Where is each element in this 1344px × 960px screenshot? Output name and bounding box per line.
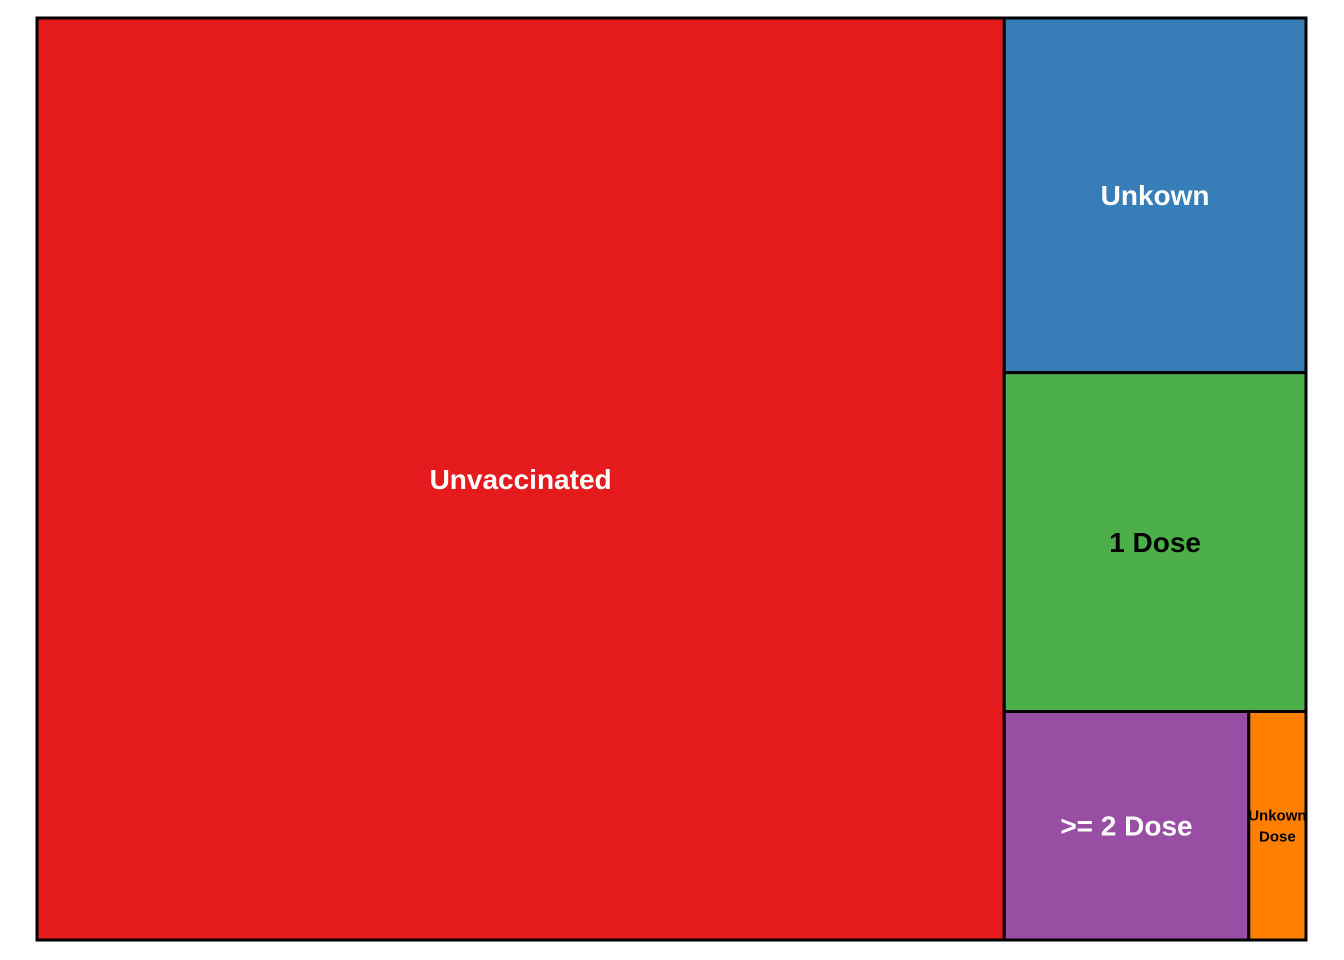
tile-unvaccinated xyxy=(35,16,1006,942)
tile-label-unvaccinated: Unvaccinated xyxy=(430,464,612,495)
tile-label-1-dose: 1 Dose xyxy=(1109,527,1201,558)
tile-unkown-dose xyxy=(1247,709,1308,942)
tile-unkown xyxy=(1002,16,1308,375)
tile-label-2-dose: >= 2 Dose xyxy=(1060,811,1192,842)
tile-label-unkown: Unkown xyxy=(1101,180,1210,211)
tile-2-dose xyxy=(1002,709,1251,942)
tile-1-dose xyxy=(1002,371,1308,713)
tile-label-unkown-dose: Unkown Dose xyxy=(1248,807,1306,845)
